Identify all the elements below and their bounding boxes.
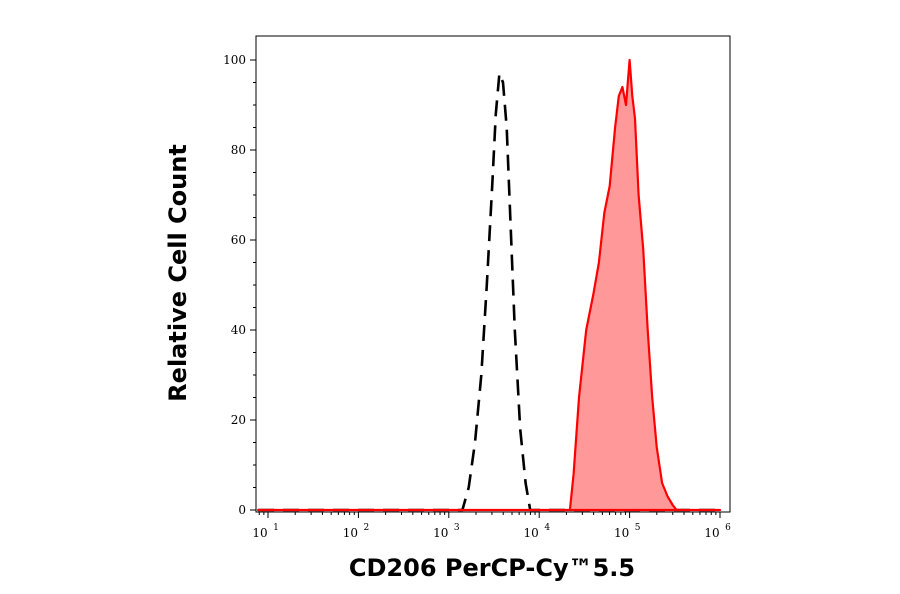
x-tick-exponent: 3 (454, 523, 460, 533)
x-tick-label: 10 (343, 526, 358, 540)
series-dashed-histogram (258, 72, 720, 512)
y-tick-label: 100 (223, 53, 246, 67)
x-tick-exponent: 1 (273, 523, 279, 533)
x-tick-label: 10 (252, 526, 267, 540)
y-tick-label: 60 (231, 233, 246, 247)
y-tick-label: 20 (231, 413, 246, 427)
y-tick-label: 80 (231, 143, 246, 157)
x-tick-exponent: 6 (725, 523, 731, 533)
x-tick-exponent: 5 (635, 523, 641, 533)
plot-area (257, 58, 722, 512)
x-tick-label: 10 (704, 526, 719, 540)
y-axis-title: Relative Cell Count (164, 144, 192, 402)
x-tick-exponent: 2 (364, 523, 370, 533)
x-tick-label: 10 (524, 526, 539, 540)
axes: 0 20 40 60 80 100 10 1 10 2 10 3 10 4 10 5 10 6 (223, 35, 731, 540)
y-tick-label: 40 (231, 323, 246, 337)
x-tick-label: 10 (614, 526, 629, 540)
x-axis-title: CD206 PerCP-Cy™5.5 (349, 554, 635, 582)
y-tick-label: 0 (238, 503, 246, 517)
x-tick-exponent: 4 (544, 523, 550, 533)
x-tick-label: 10 (433, 526, 448, 540)
plot-frame (255, 35, 731, 513)
series-filled-histogram (257, 58, 722, 512)
